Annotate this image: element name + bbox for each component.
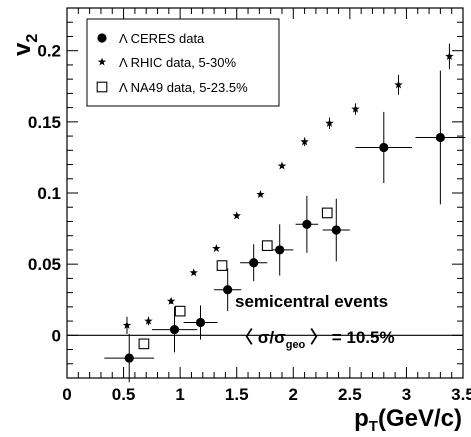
x-axis-title: pT(GeV/c) — [354, 405, 462, 435]
data-point-star — [394, 80, 403, 89]
y-tick-labels: 0 0.05 0.1 0.15 0.2 — [28, 42, 61, 346]
data-point-circle — [195, 317, 206, 328]
legend-label: Λ RHIC data, 5-30% — [119, 55, 237, 70]
x-axis-title-rest: (GeV/c) — [378, 405, 462, 432]
x-tick-labels: 0 0.5 1 1.5 2 2.5 3 3.5 — [62, 385, 471, 404]
x-tick-label: 3 — [402, 385, 411, 404]
data-point-star — [166, 296, 176, 305]
data-point-circle — [223, 285, 233, 295]
data-point-circle — [249, 258, 259, 268]
legend-marker-star — [97, 57, 107, 66]
y-axis-title-main: v — [9, 42, 36, 56]
data-point-circle — [169, 325, 180, 335]
data-point-circle — [302, 219, 312, 229]
data-marks — [104, 43, 466, 383]
series-circle — [104, 70, 466, 383]
x-tick-label: 2.5 — [338, 385, 362, 404]
y-tick-label: 0 — [52, 326, 61, 345]
annotation-semicentral: semicentral events — [235, 292, 388, 311]
data-point-star — [277, 161, 287, 170]
x-tick-label: 1 — [175, 385, 184, 404]
y-axis-title-sub: 2 — [24, 34, 41, 43]
data-point-star — [300, 137, 309, 146]
data-point-square-open — [261, 240, 273, 252]
y-tick-label: 0.15 — [28, 113, 61, 132]
data-point-square-open — [174, 305, 186, 317]
data-point-star — [445, 51, 454, 60]
x-tick-label: 3.5 — [451, 385, 471, 404]
x-tick-label: 2 — [289, 385, 298, 404]
data-point-circle — [275, 245, 285, 255]
annotation-sigma-tail: 〉 = 10.5% — [305, 327, 394, 347]
x-axis-title-main: p — [354, 405, 369, 432]
axis-ticks — [66, 7, 464, 379]
data-point-star — [144, 316, 153, 325]
x-tick-label: 0.5 — [112, 385, 136, 404]
data-point-star — [351, 104, 360, 113]
data-point-circle — [435, 132, 445, 143]
legend-label: Λ NA49 data, 5-23.5% — [119, 80, 248, 95]
annotation-sigma-main: 〈 σ/σ — [236, 327, 286, 347]
annotation-sigma-sub: geo — [286, 339, 306, 351]
data-point-circle — [379, 142, 389, 153]
data-point-circle — [331, 225, 341, 235]
annotation-sigma: 〈 σ/σgeo 〉 = 10.5% — [236, 327, 395, 351]
data-point-square-open — [321, 207, 333, 219]
x-tick-label: 0 — [62, 385, 71, 404]
legend-label: Λ CERES data — [119, 31, 205, 46]
legend-marker-square-open — [96, 81, 108, 93]
y-axis-title: v2 — [9, 34, 41, 56]
data-point-star — [325, 118, 334, 127]
data-point-square-open — [138, 338, 150, 350]
series-star — [122, 43, 454, 334]
series-square-open — [138, 207, 333, 350]
data-point-star — [189, 268, 198, 277]
y-tick-label: 0.05 — [28, 255, 61, 274]
data-point-square-open — [216, 260, 228, 271]
data-point-star — [232, 211, 241, 220]
legend-box — [86, 18, 280, 107]
data-point-star — [256, 190, 265, 198]
legend: Λ CERES data Λ RHIC data, 5-30% Λ NA49 dat… — [86, 18, 280, 107]
x-axis-title-sub: T — [369, 418, 378, 435]
data-point-star — [212, 244, 221, 253]
x-tick-label: 1.5 — [225, 385, 249, 404]
legend-marker-circle — [97, 33, 107, 43]
data-point-star — [122, 320, 132, 329]
y-tick-label: 0.1 — [37, 184, 61, 203]
y-tick-label: 0.2 — [37, 42, 61, 61]
data-point-circle — [124, 353, 134, 363]
